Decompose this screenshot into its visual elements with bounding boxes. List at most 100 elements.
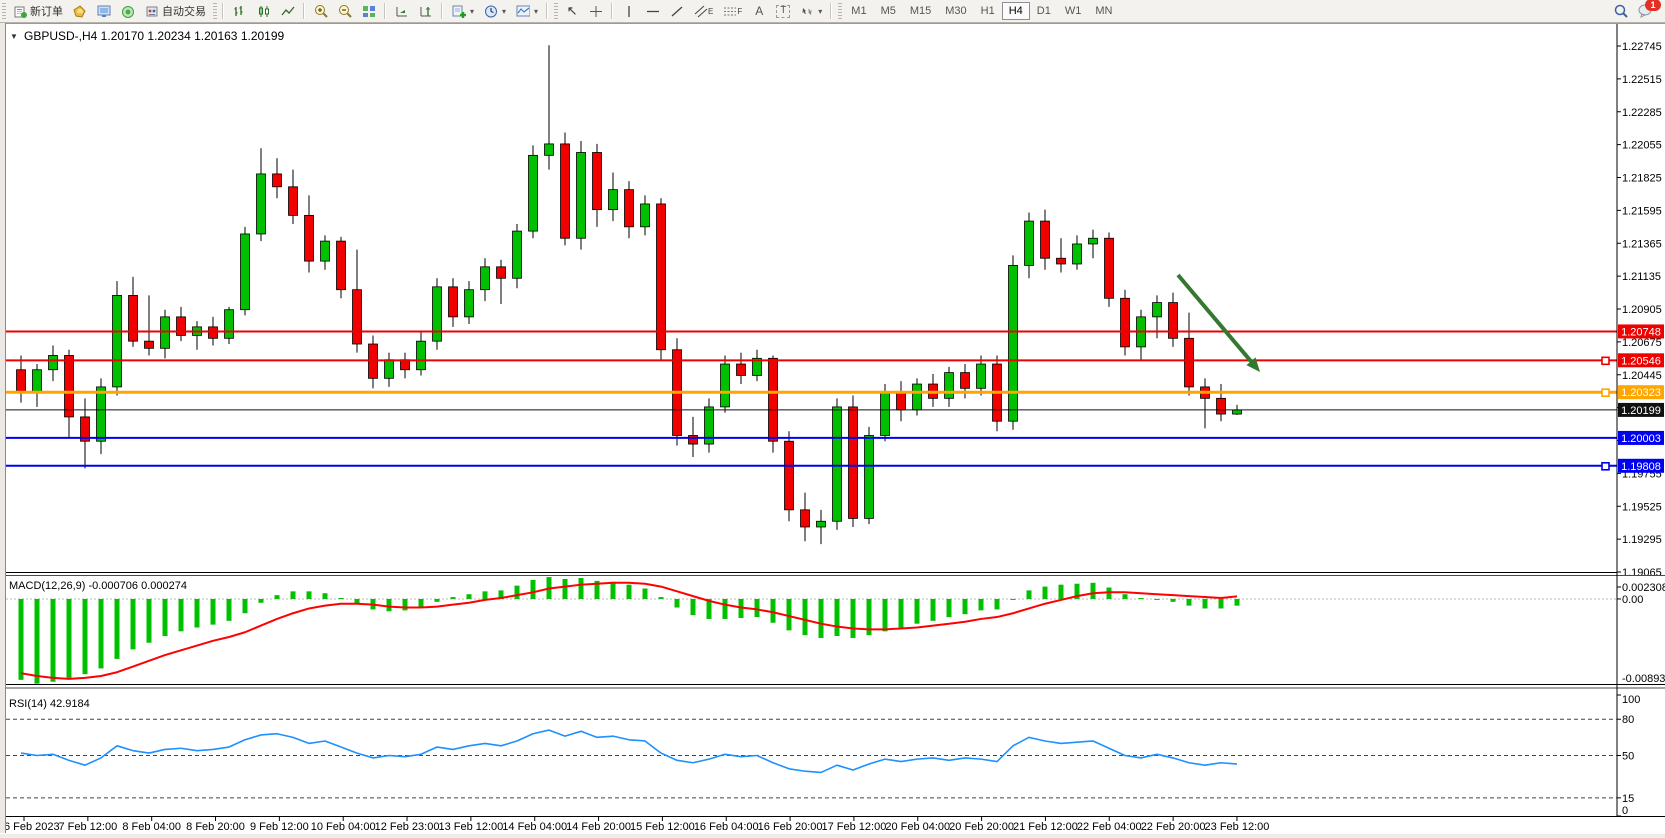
fibonacci-tool-button[interactable]: F [718, 1, 747, 21]
indicator-window-button[interactable] [390, 1, 414, 21]
new-order-button[interactable]: 新订单 [8, 0, 68, 22]
trendline-icon [670, 4, 684, 18]
bar-chart-mode-button[interactable] [228, 1, 252, 21]
time-axis-label: 20 Feb 04:00 [885, 821, 950, 833]
candle-body [896, 392, 906, 411]
price-line-handle[interactable] [1601, 356, 1610, 366]
time-axis-label: 23 Feb 12:00 [1205, 821, 1270, 833]
time-axis-label: 8 Feb 04:00 [122, 821, 181, 833]
toolbar-grip[interactable] [838, 3, 843, 19]
timeframe-button-mn[interactable]: MN [1095, 5, 1113, 17]
cursor-tool-button[interactable]: ↖ [560, 1, 584, 21]
macd-histogram-bar [290, 591, 296, 599]
arrows-tool-button[interactable]: ▾ [795, 1, 827, 21]
search-icon [1614, 4, 1628, 18]
timeframe-button-m5[interactable]: M5 [880, 5, 896, 17]
macd-histogram-bar [418, 598, 424, 608]
candle-body [944, 372, 954, 399]
macd-scale-max: 0.002308 [1622, 582, 1665, 594]
price-line-handle[interactable] [1601, 461, 1610, 471]
candlestick-icon [257, 4, 271, 18]
trendline-tool-button[interactable] [665, 1, 689, 21]
dropdown-caret-icon: ▾ [470, 6, 475, 16]
rsi-scale-label: 15 [1622, 793, 1634, 805]
candle-body [608, 189, 618, 211]
chart-collapse-icon: ▼ [10, 32, 18, 41]
candle-body [816, 520, 826, 528]
notifications-button[interactable]: 1 [1633, 0, 1661, 21]
zoom-in-button[interactable] [309, 1, 333, 21]
candlestick-mode-button[interactable] [252, 1, 276, 21]
candle-body [688, 435, 698, 445]
tile-windows-button[interactable] [357, 1, 381, 21]
macd-histogram-bar [130, 598, 136, 650]
signal-button[interactable] [116, 1, 140, 21]
time-axis-label: 16 Feb 04:00 [694, 821, 759, 833]
price-badge-label: 1.20003 [1621, 433, 1661, 445]
seal-button[interactable] [68, 1, 92, 21]
dropdown-caret-icon: ▾ [534, 6, 539, 16]
gold-seal-icon [73, 4, 87, 18]
template-button[interactable]: ▾ [511, 1, 543, 21]
rsi-scale-label: 50 [1622, 751, 1634, 763]
macd-histogram-bar [514, 585, 520, 599]
price-badge-label: 1.20199 [1621, 405, 1661, 417]
channel-tool-button[interactable]: E [689, 1, 718, 21]
timeframe-button-w1[interactable]: W1 [1064, 5, 1082, 17]
timeframe-button-h1[interactable]: H1 [980, 5, 995, 17]
vline-tool-button[interactable] [617, 1, 641, 21]
candle-body [224, 309, 234, 339]
timeframe-button-m15[interactable]: M15 [909, 5, 932, 17]
add-object-button[interactable]: ▾ [447, 1, 479, 21]
add-object-icon [452, 4, 466, 18]
text-label-tool-button[interactable]: T [771, 2, 795, 21]
candle-body [592, 152, 602, 211]
zoom-out-button[interactable] [333, 1, 357, 21]
price-axis-tick-label: 1.22285 [1622, 107, 1662, 119]
arrow-annotation-head[interactable] [1246, 357, 1260, 372]
macd-histogram-bar [434, 598, 440, 602]
macd-histogram-bar [210, 598, 216, 625]
candle-body [464, 289, 474, 318]
timeframe-button-group: M1 M5 M15 M30 H1 H4 D1 W1 MN [844, 0, 1119, 22]
toolbar-grip[interactable] [213, 3, 217, 19]
macd-histogram-bar [802, 598, 808, 636]
candle-body [512, 230, 522, 279]
candle-body [336, 240, 346, 291]
hline-tool-button[interactable] [641, 1, 665, 21]
macd-histogram-bar [1202, 598, 1208, 609]
timeframe-button-m30[interactable]: M30 [945, 5, 967, 17]
macd-histogram-bar [18, 598, 24, 680]
price-line-handle[interactable] [1601, 388, 1610, 397]
toolbar-grip[interactable] [554, 3, 559, 19]
time-axis-label: 10 Feb 04:00 [311, 821, 376, 833]
macd-histogram-bar [162, 598, 168, 637]
arrow-annotation-shaft[interactable] [1176, 273, 1253, 363]
macd-histogram-bar [1026, 590, 1032, 599]
price-axis-tick-label: 1.22515 [1622, 74, 1662, 86]
auto-trading-button[interactable]: 自动交易 [140, 0, 211, 22]
market-watch-button[interactable] [92, 1, 116, 21]
timeframe-button-d1[interactable]: D1 [1036, 5, 1051, 17]
search-button[interactable] [1609, 1, 1633, 21]
crosshair-tool-button[interactable] [584, 1, 608, 21]
candle-body [1120, 297, 1130, 348]
macd-histogram-bar [930, 598, 936, 621]
indicator-cursor-button[interactable] [414, 1, 438, 21]
timeframe-button-m1[interactable]: M1 [851, 5, 867, 17]
line-chart-mode-button[interactable] [276, 1, 300, 21]
text-tool-button[interactable]: A [747, 1, 771, 21]
chart-plot-area[interactable] [6, 23, 1617, 573]
macd-histogram-bar [1090, 582, 1096, 599]
macd-histogram-bar [562, 578, 568, 599]
macd-histogram-bar [482, 591, 488, 599]
timeframe-button-h4[interactable]: H4 [1001, 2, 1030, 20]
price-axis-tick-label: 1.20445 [1622, 370, 1662, 382]
macd-histogram-bar [722, 598, 728, 619]
toolbar-grip[interactable] [2, 3, 6, 19]
macd-histogram-bar [642, 588, 648, 599]
period-clock-button[interactable]: ▾ [479, 1, 511, 21]
candle-body [96, 386, 106, 442]
time-axis-label: 22 Feb 20:00 [1141, 821, 1206, 833]
